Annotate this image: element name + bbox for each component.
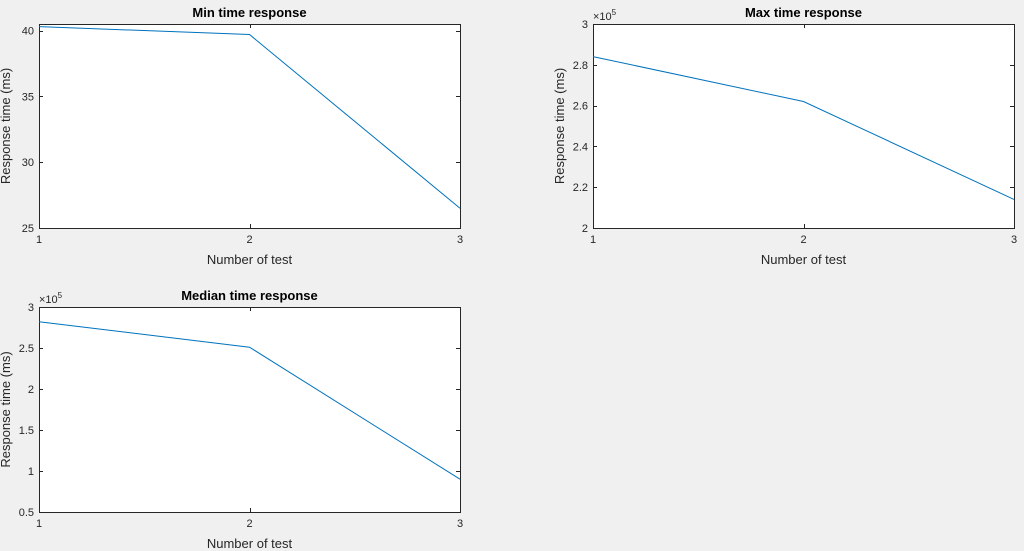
subplot-1: 1 2 3 25 30 35 40 Min time response Number of te… [0,5,463,267]
y-tick-label: 30 [22,157,34,169]
y-tick-label: 1.5 [19,425,34,437]
x-tick-label: 2 [800,234,806,246]
y-tick-label: 25 [22,223,34,235]
subplot-2: 1 2 322.22.42.62.83×105 Max time responseNu… [552,5,1017,267]
x-tick-label: 2 [246,234,252,246]
x-tick-label: 3 [457,518,463,530]
y-axis-label: Response time (ms) [0,351,13,467]
y-tick-label: 3 [28,302,34,314]
y-tick-label: 35 [22,91,34,103]
subplot-3: 1 2 30.511.522.53×105 Median time responseN… [0,288,463,551]
y-exponent-label: ×105 [39,291,63,306]
y-exponent-value: 5 [58,291,63,300]
plot-area [39,24,461,229]
x-axis-label: Number of test [761,252,847,267]
plot-area [39,307,461,513]
y-tick-label: 1 [28,466,34,478]
series-line-max [592,56,1015,200]
series-line-min [38,26,461,209]
y-tick-label: 2.4 [573,141,588,153]
x-axis-label: Number of test [207,536,293,551]
y-tick-label: 0.5 [19,507,34,519]
x-tick-label: 2 [246,518,252,530]
x-tick-label: 1 [36,234,42,246]
y-tick-label: 2.8 [573,60,588,72]
y-tick-label: 2.6 [573,101,588,113]
y-axis-label: Response time (ms) [552,68,567,184]
x-axis-label: Number of test [207,252,293,267]
x-tick-label: 1 [36,518,42,530]
x-tick-label: 3 [457,234,463,246]
x-tick-label: 3 [1011,234,1017,246]
y-tick-label: 2 [582,223,588,235]
chart-title: Min time response [192,5,306,20]
y-tick-label: 3 [582,19,588,31]
y-axis-label: Response time (ms) [0,68,13,184]
y-tick-label: 2 [28,384,34,396]
x-tick-label: 1 [590,234,596,246]
plot-area [593,24,1015,229]
chart-title: Median time response [181,288,318,303]
y-exponent-label: ×105 [593,8,617,23]
y-tick-label: 2.2 [573,182,588,194]
chart-title: Max time response [745,5,862,20]
y-tick-label: 40 [22,26,34,38]
y-tick-label: 2.5 [19,343,34,355]
series-line-median [38,321,461,480]
y-exponent-value: 5 [612,8,617,17]
